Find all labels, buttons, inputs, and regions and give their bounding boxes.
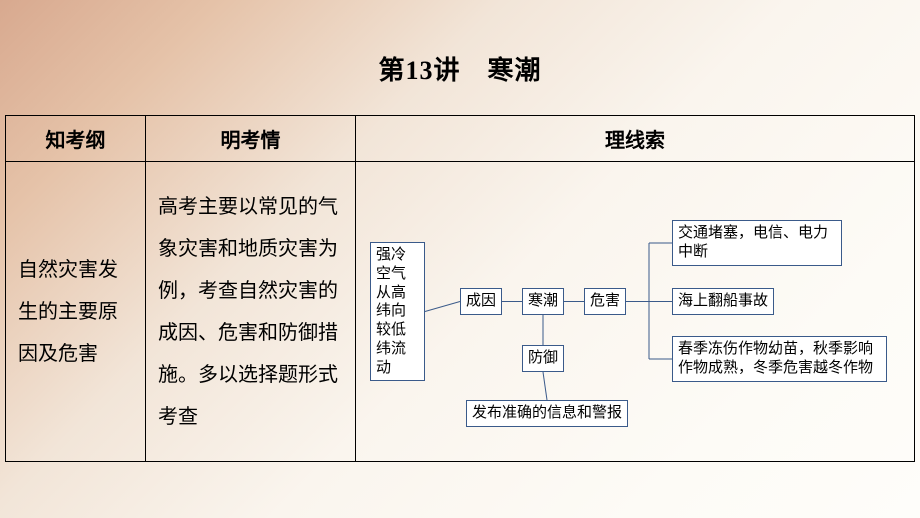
- header-outline: 知考纲: [6, 116, 146, 162]
- header-exam: 明考情: [146, 116, 356, 162]
- exam-cell: 高考主要以常见的气象灾害和地质灾害为例，考查自然灾害的成因、危害和防御措施。多以…: [146, 162, 356, 462]
- diagram-cell: 强冷空气从高纬向较低纬流动 成因寒潮危害防御发布准确的信息和警报 交通堵塞，电信、电…: [356, 162, 915, 462]
- slide: 第13讲 寒潮 知考纲 明考情 理线索 自然灾害发生的主要原因及危害 高考主要以…: [0, 0, 920, 518]
- node-traffic: 交通堵塞，电信、电力中断: [672, 220, 842, 266]
- node-source: 强冷空气从高纬向较低纬流动: [370, 242, 425, 381]
- node-cause: 成因: [460, 288, 502, 315]
- node-warn: 发布准确的信息和警报: [466, 400, 628, 427]
- node-center: 寒潮: [522, 288, 564, 315]
- node-ship: 海上翻船事故: [672, 288, 774, 315]
- page-title: 第13讲 寒潮: [5, 50, 915, 87]
- flow-diagram: 强冷空气从高纬向较低纬流动 成因寒潮危害防御发布准确的信息和警报 交通堵塞，电信、电…: [362, 170, 908, 453]
- node-hazard: 危害: [584, 288, 626, 315]
- node-crops: 春季冻伤作物幼苗，秋季影响作物成熟，冬季危害越冬作物: [672, 336, 887, 382]
- header-thread: 理线索: [356, 116, 915, 162]
- diagram-edges: [362, 170, 908, 453]
- outline-cell: 自然灾害发生的主要原因及危害: [6, 162, 146, 462]
- content-table: 知考纲 明考情 理线索 自然灾害发生的主要原因及危害 高考主要以常见的气象灾害和…: [5, 115, 915, 462]
- node-defense: 防御: [522, 345, 564, 372]
